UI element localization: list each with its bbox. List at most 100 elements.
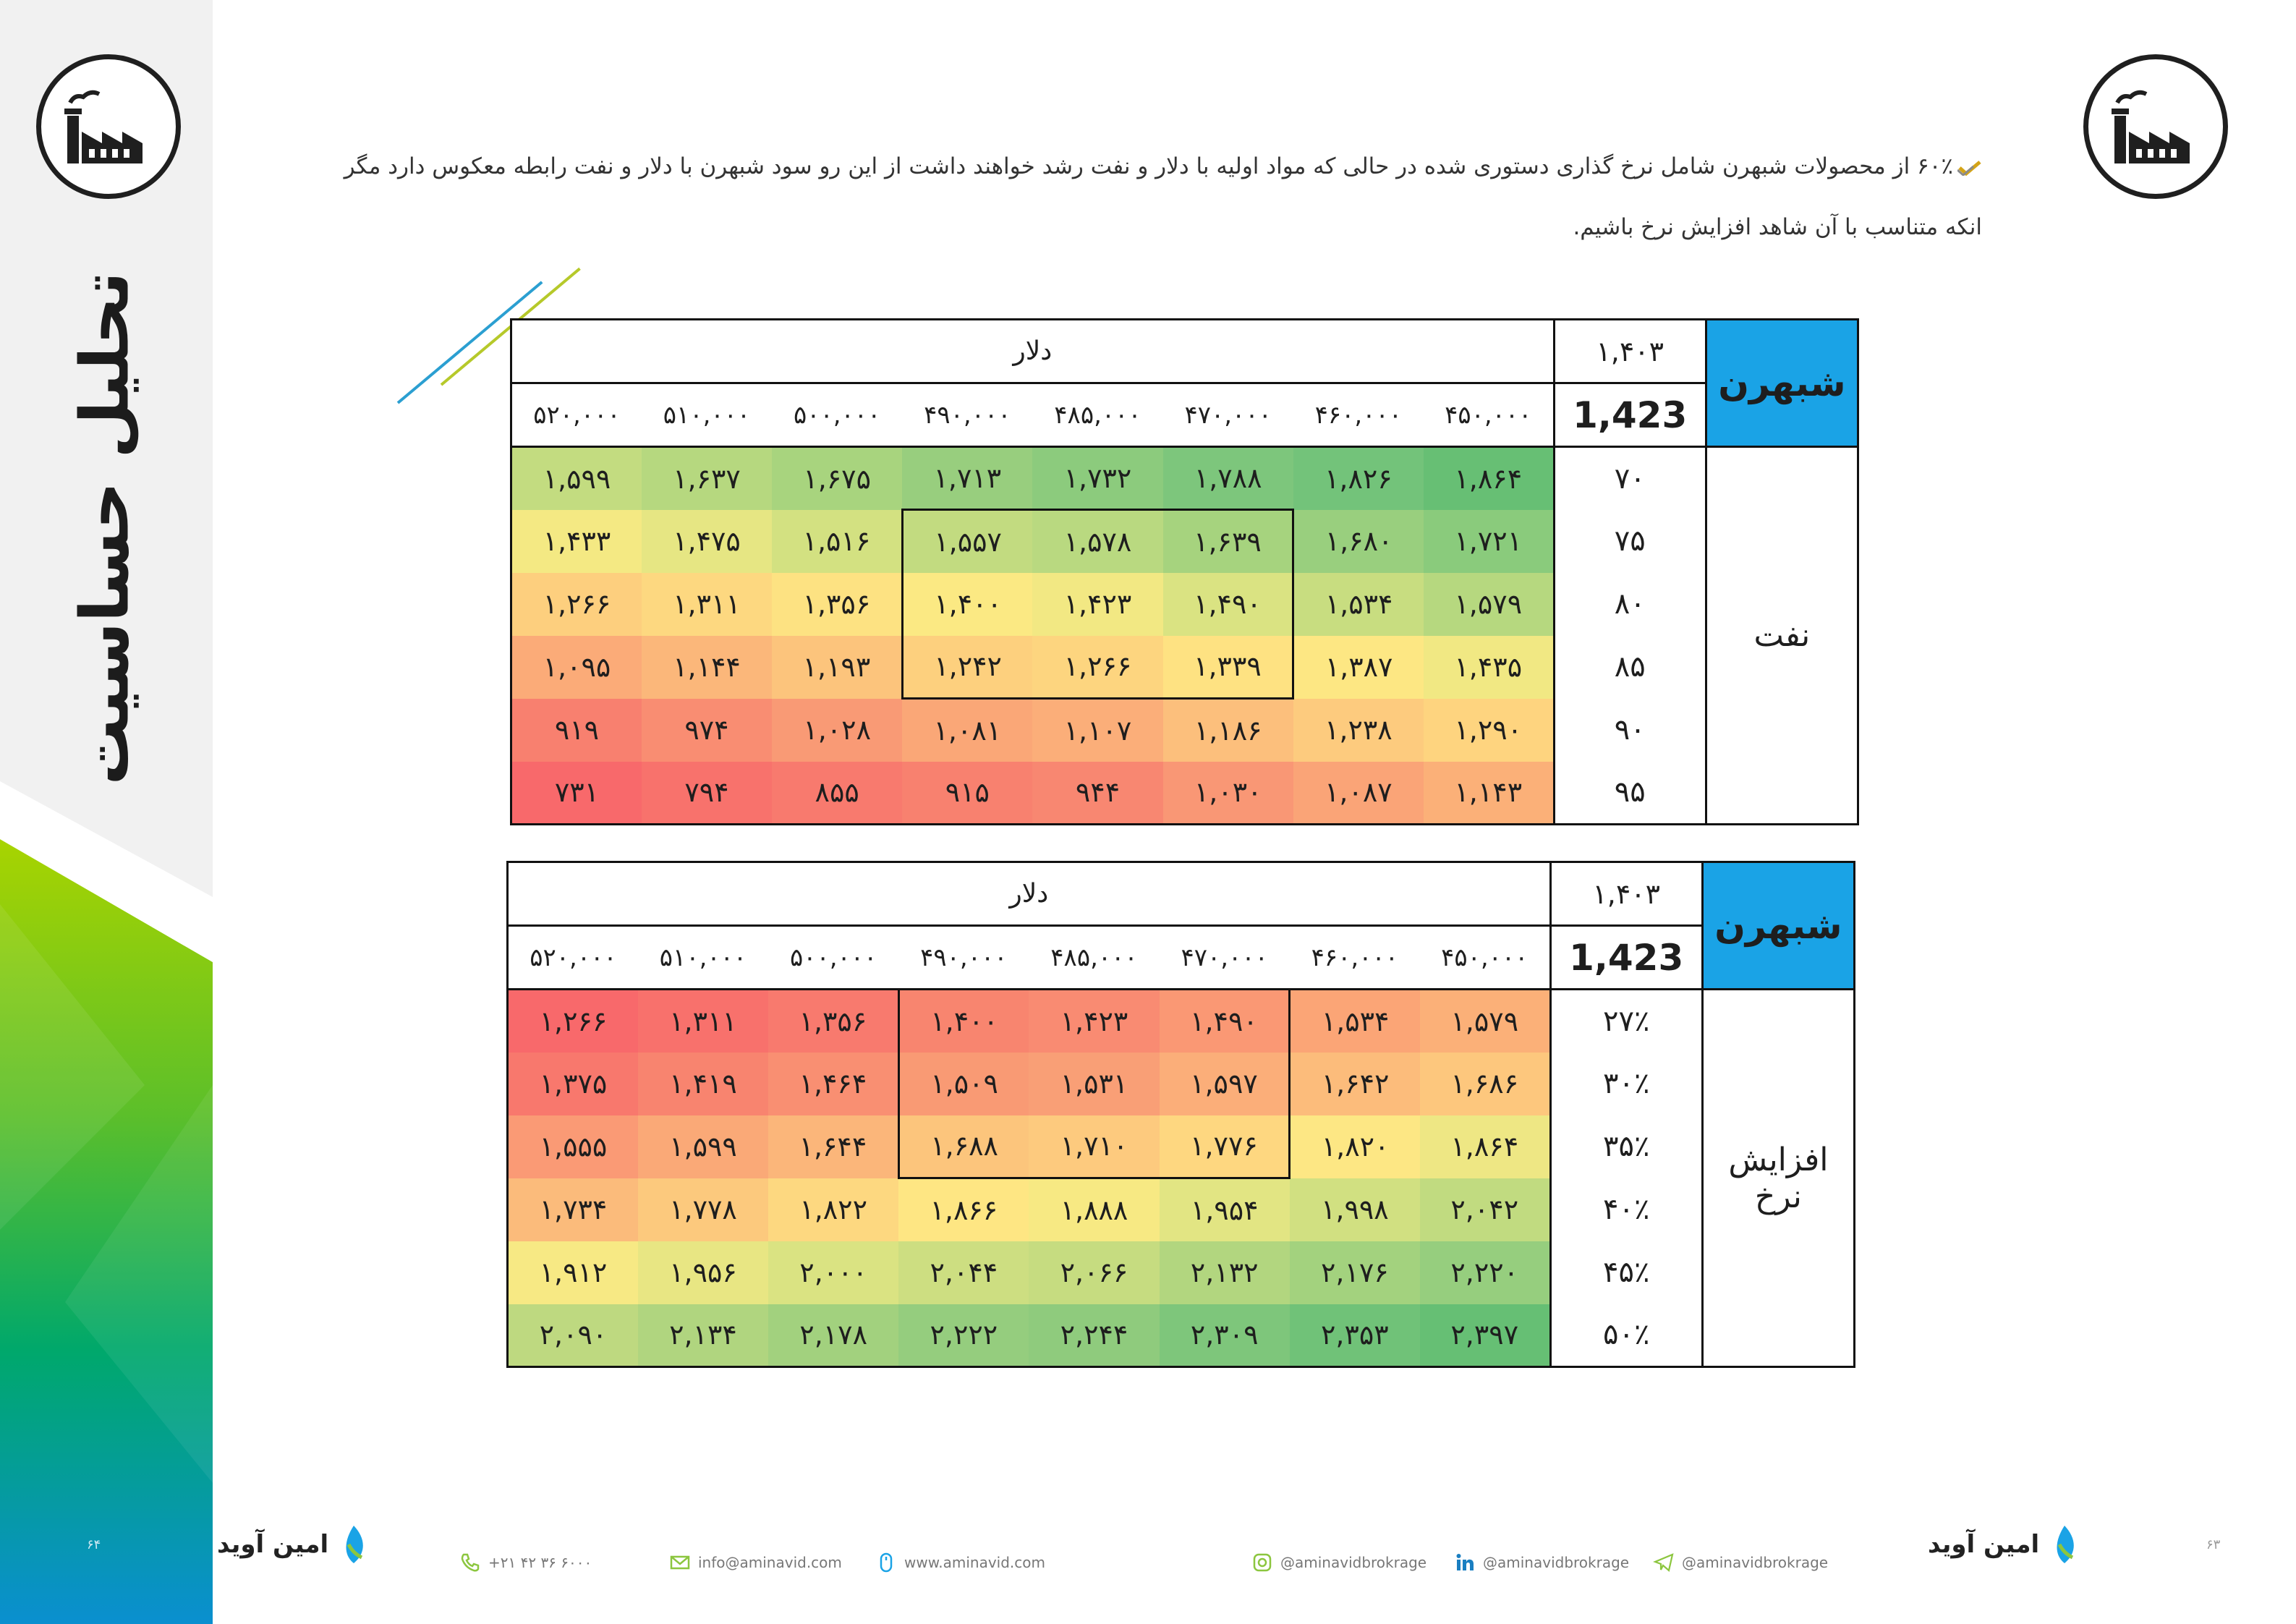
value-cell: ۱,۰۲۸: [772, 698, 903, 762]
table-row: ۹۰ ۱,۲۹۰ ۱,۲۳۸ ۱,۱۸۶ ۱,۱۰۷ ۱,۰۸۱ ۱,۰۲۸ ۹۷۴ ۹۱۹: [511, 698, 1858, 762]
envelope-icon: [670, 1555, 690, 1570]
value-cell: ۲,۱۷۶: [1289, 1241, 1420, 1304]
value-cell: ۱,۲۶۶: [1032, 635, 1163, 700]
brand-logo-left: امین آوید: [217, 1523, 372, 1566]
value-cell: ۱,۷۳۲: [1032, 446, 1163, 510]
variable-label: افزایش نرخ: [1701, 988, 1856, 1368]
brand-logo-right: امین آوید: [1928, 1523, 2083, 1566]
year-cell: ۱,۴۰۳: [1552, 318, 1707, 384]
value-cell: ۱,۸۲۰: [1289, 1115, 1420, 1178]
sensitivity-table-oil: شبهرن ۱,۴۰۳ دلار 1,423 ۴۵۰,۰۰۰ ۴۶۰,۰۰۰ ۴۷۰,۰۰۰…: [510, 318, 1860, 825]
row-label: ۸۵: [1552, 635, 1707, 699]
ticker-cell: شبهرن: [1704, 318, 1860, 448]
value-cell: ۱,۵۳۱: [1029, 1052, 1160, 1115]
value-cell: ۱,۵۵۷: [901, 509, 1033, 573]
value-cell: ۱,۳۷۵: [507, 1052, 638, 1115]
value-cell: ۱,۸۲۶: [1293, 446, 1424, 510]
value-cell: ۱,۷۸۸: [1162, 446, 1293, 510]
value-cell: ۱,۷۲۱: [1423, 509, 1555, 573]
dollar-column-header: ۵۲۰,۰۰۰: [507, 924, 638, 990]
value-cell: ۱,۵۷۹: [1419, 989, 1551, 1053]
brand-name: امین آوید: [217, 1530, 329, 1559]
table-row: ۷۵ ۱,۷۲۱ ۱,۶۸۰ ۱,۶۳۹ ۱,۵۷۸ ۱,۵۵۷ ۱,۵۱۶ ۱,۴۷۵ ۱,۴…: [511, 509, 1858, 573]
value-cell: ۱,۲۳۸: [1293, 698, 1424, 762]
value-cell: ۱,۴۹۰: [1159, 988, 1291, 1053]
value-cell: ۱,۵۹۹: [511, 446, 642, 510]
value-cell: ۱,۷۷۸: [637, 1178, 769, 1241]
website-text: www.aminavid.com: [904, 1554, 1045, 1571]
value-cell: ۱,۱۰۷: [1032, 698, 1163, 762]
value-cell: ۱,۷۱۳: [902, 446, 1033, 510]
value-cell: ۲,۲۴۴: [1029, 1304, 1160, 1367]
dollar-column-header: ۵۰۰,۰۰۰: [768, 924, 899, 990]
row-label: ۸۰: [1552, 572, 1707, 636]
base-eps-cell: 1,423: [1549, 924, 1704, 990]
table-row: ۳۰٪ ۱,۶۸۶ ۱,۶۴۲ ۱,۵۹۷ ۱,۵۳۱ ۱,۵۰۹ ۱,۴۶۴ ۱,۴۱۹ ۱,…: [507, 1052, 1855, 1115]
value-cell: ۸۵۵: [772, 761, 903, 825]
value-cell: ۱,۶۸۶: [1419, 1052, 1551, 1115]
row-label: ۳۵٪: [1549, 1115, 1704, 1178]
value-cell: ۱,۸۲۲: [768, 1178, 899, 1241]
table-row: ۳۵٪ ۱,۸۶۴ ۱,۸۲۰ ۱,۷۷۶ ۱,۷۱۰ ۱,۶۸۸ ۱,۶۴۴ ۱,۵۹۹ ۱,…: [507, 1115, 1855, 1179]
value-cell: ۱,۱۸۶: [1162, 698, 1293, 762]
value-cell: ۲,۰۴۴: [898, 1241, 1029, 1304]
value-cell: ۱,۴۲۳: [1032, 572, 1163, 636]
value-cell: ۹۷۴: [641, 698, 773, 762]
value-cell: ۹۱۵: [902, 761, 1033, 825]
value-cell: ۱,۴۶۴: [768, 1052, 899, 1115]
footer-phone[interactable]: +۲۱ ۴۲ ۳۶ ۶۰۰۰: [459, 1534, 592, 1591]
value-cell: ۱,۸۸۸: [1029, 1178, 1160, 1241]
table-row: ۴۰٪ ۲,۰۴۲ ۱,۹۹۸ ۱,۹۵۴ ۱,۸۸۸ ۱,۸۶۶ ۱,۸۲۲ ۱,۷۷۸ ۱,…: [507, 1178, 1855, 1241]
factory-logo: [36, 54, 181, 199]
value-cell: ۱,۵۷۸: [1032, 509, 1163, 573]
table-row: ۸۰ ۱,۵۷۹ ۱,۵۳۴ ۱,۴۹۰ ۱,۴۲۳ ۱,۴۰۰ ۱,۳۵۶ ۱,۳۱۱ ۱,۲…: [511, 572, 1858, 636]
value-cell: ۱,۴۳۵: [1423, 635, 1555, 699]
dollar-column-header: ۴۷۰,۰۰۰: [1159, 924, 1290, 990]
dollar-column-header: ۴۹۰,۰۰۰: [902, 382, 1033, 448]
dollar-column-header: ۵۱۰,۰۰۰: [641, 382, 773, 448]
value-cell: ۱,۷۱۰: [1029, 1115, 1160, 1179]
value-cell: ۲,۰۶۶: [1029, 1241, 1160, 1304]
value-cell: ۱,۵۹۷: [1159, 1052, 1291, 1115]
brand-name: امین آوید: [1928, 1530, 2040, 1559]
value-cell: ۱,۷۳۴: [507, 1178, 638, 1241]
brand-icon: [346, 1526, 364, 1563]
value-cell: ۲,۳۵۳: [1289, 1304, 1420, 1367]
instagram-text: @aminavidbrokrage: [1280, 1554, 1427, 1571]
value-cell: ۱,۸۶۴: [1419, 1115, 1551, 1178]
value-cell: ۱,۵۹۹: [637, 1115, 769, 1178]
value-cell: ۱,۲۶۶: [511, 572, 642, 636]
row-label: ۹۵: [1552, 761, 1707, 825]
value-cell: ۹۴۴: [1032, 761, 1163, 825]
linkedin-icon: [1456, 1554, 1474, 1570]
section-title-text: تحلیل حساسیت: [66, 271, 144, 785]
dollar-column-header: ۴۶۰,۰۰۰: [1293, 382, 1424, 448]
value-cell: ۲,۱۷۸: [768, 1304, 899, 1367]
footer-instagram[interactable]: @aminavidbrokrage: [1251, 1534, 1427, 1591]
sidebar: تحلیل حساسیت ۶۴: [0, 0, 213, 1624]
value-cell: ۲,۱۳۲: [1159, 1241, 1290, 1304]
footer-website[interactable]: www.aminavid.com: [875, 1534, 1045, 1591]
footer-telegram[interactable]: @aminavidbrokrage: [1653, 1534, 1828, 1591]
table-row: ۸۵ ۱,۴۳۵ ۱,۳۸۷ ۱,۳۳۹ ۱,۲۶۶ ۱,۲۴۲ ۱,۱۹۳ ۱,۱۴۴ ۱,۰…: [511, 635, 1858, 700]
linkedin-text: @aminavidbrokrage: [1483, 1554, 1630, 1571]
value-cell: ۱,۴۰۰: [897, 988, 1029, 1053]
dollar-column-header: ۴۹۰,۰۰۰: [898, 924, 1029, 990]
page-number-left: ۶۴: [87, 1537, 101, 1552]
value-cell: ۱,۵۳۴: [1289, 989, 1420, 1053]
brand-icon: [2057, 1526, 2075, 1563]
value-cell: ۱,۸۶۶: [898, 1178, 1029, 1241]
page-number-right: ۶۳: [2206, 1537, 2221, 1552]
footer-linkedin[interactable]: @aminavidbrokrage: [1454, 1534, 1629, 1591]
value-cell: ۲,۰۴۲: [1419, 1178, 1551, 1241]
telegram-text: @aminavidbrokrage: [1682, 1554, 1829, 1571]
value-cell: ۱,۶۴۴: [768, 1115, 899, 1178]
footer-email[interactable]: info@aminavid.com: [669, 1534, 842, 1591]
value-cell: ۱,۹۵۶: [637, 1241, 769, 1304]
value-cell: ۲,۳۹۷: [1419, 1304, 1551, 1367]
value-cell: ۱,۸۶۴: [1423, 446, 1555, 510]
value-cell: ۲,۱۳۴: [637, 1304, 769, 1367]
dollar-header: دلار: [510, 318, 1555, 384]
row-label: ۴۰٪: [1549, 1178, 1704, 1241]
factory-logo-right: [2083, 54, 2228, 199]
